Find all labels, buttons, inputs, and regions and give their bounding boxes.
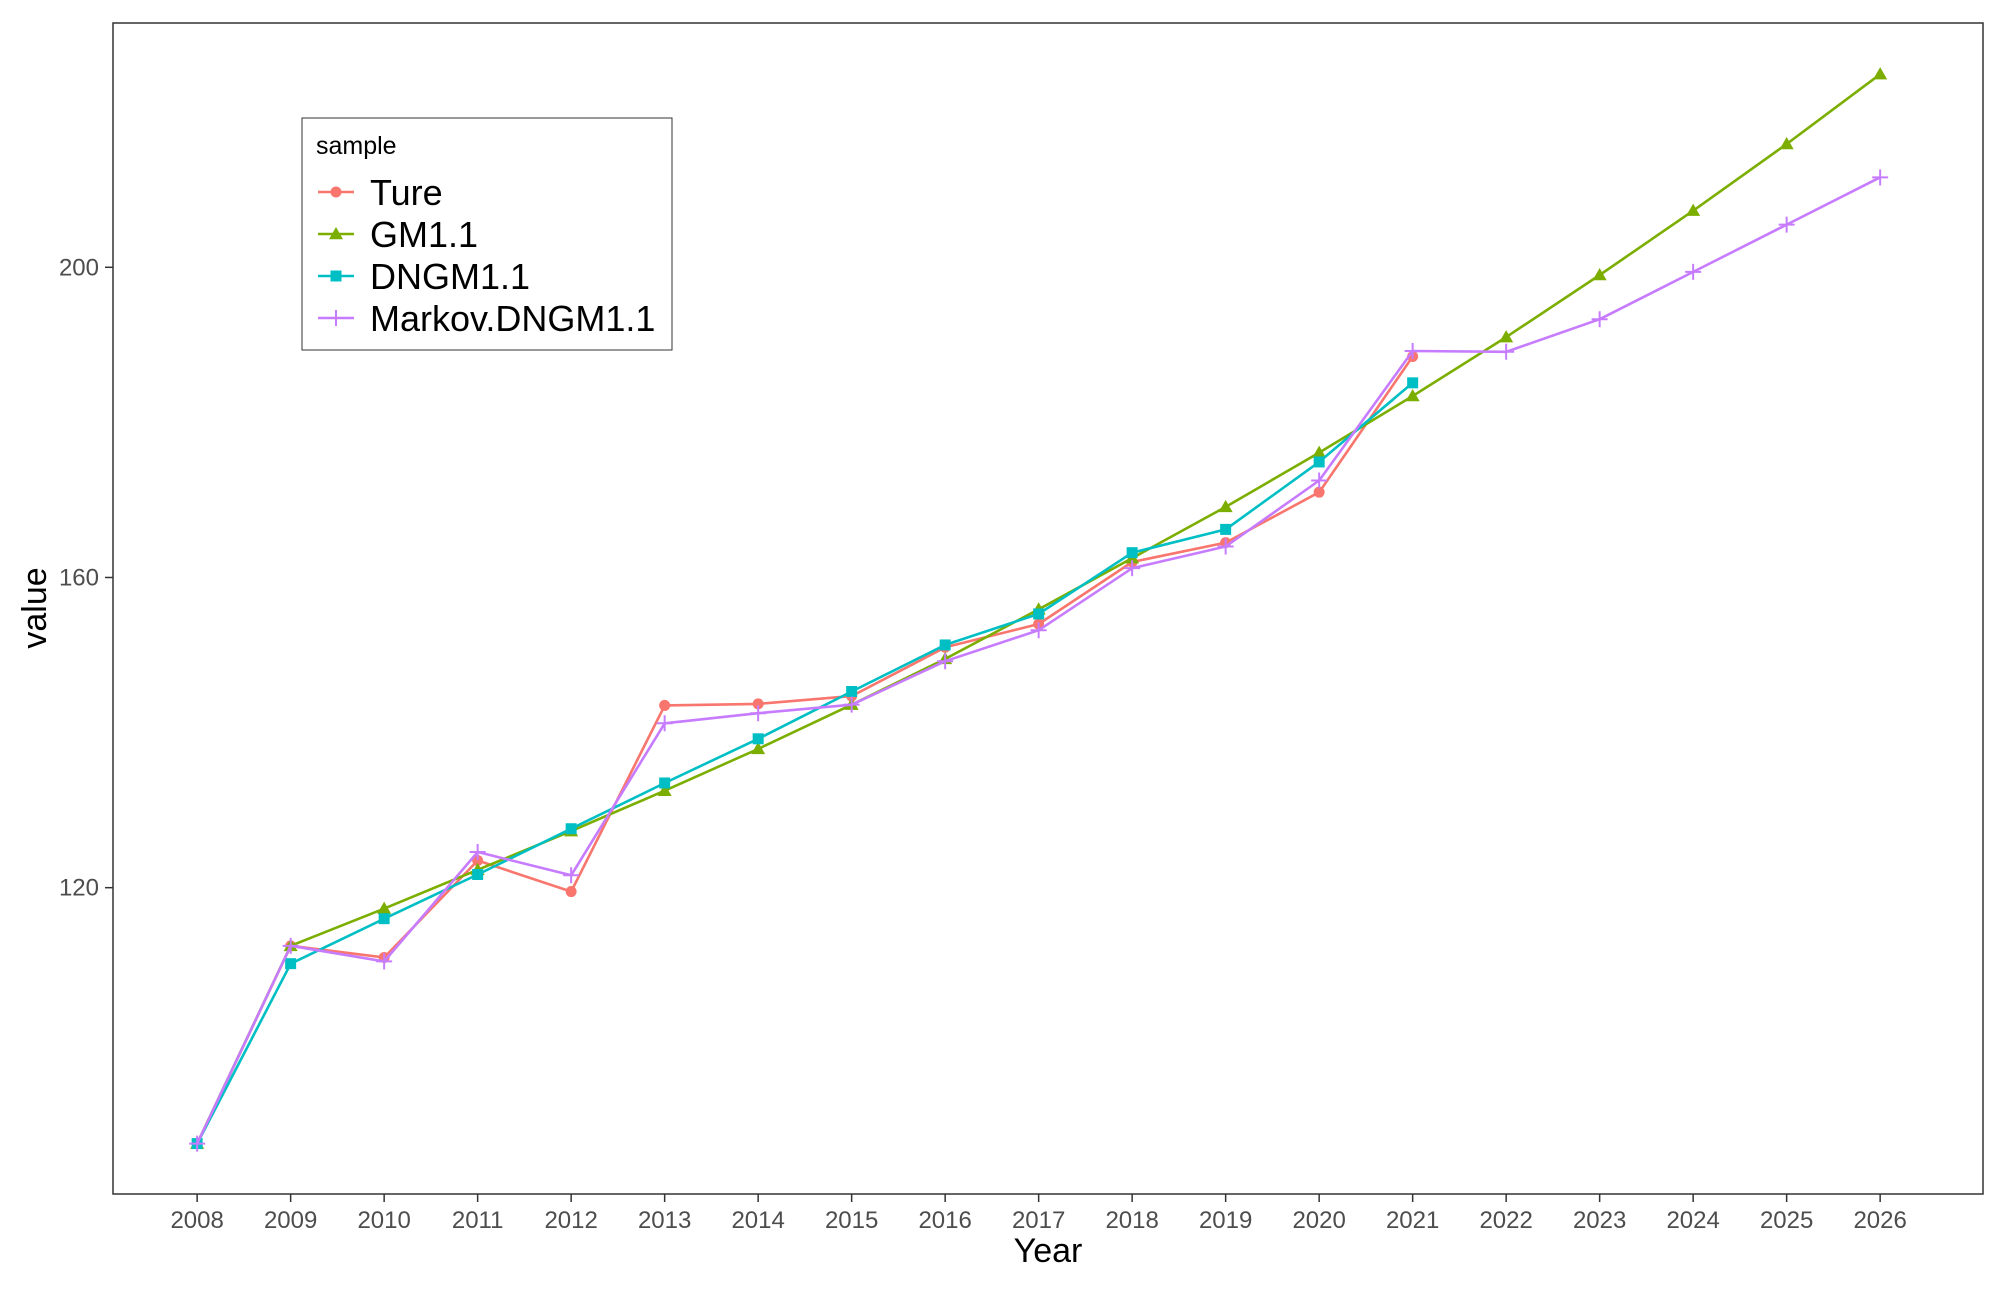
x-tick-label: 2016 [918,1207,971,1234]
data-point [1779,136,1794,150]
x-tick-label: 2021 [1386,1207,1439,1234]
data-point [1405,389,1420,402]
x-tick-label: 2023 [1573,1207,1626,1234]
data-point [846,685,858,697]
data-point [657,783,672,796]
x-tick-label: 2022 [1479,1207,1532,1234]
x-axis: 2008 2009 2010 2011 2012 2013 2014 2015 2016 2017… [170,1194,1907,1234]
x-tick-label: 2024 [1666,1207,1719,1234]
legend-key-marker [328,310,344,326]
y-tick-label: 200 [59,254,99,281]
data-point [377,901,392,914]
legend-item: Ture [318,172,443,213]
x-tick-label: 2017 [1012,1207,1065,1234]
data-point [565,886,577,898]
data-point [843,696,860,713]
x-tick-label: 2025 [1760,1207,1813,1234]
data-point [563,867,580,884]
data-point [1218,499,1233,513]
data-point [1499,330,1514,343]
data-point [1313,486,1325,498]
series-line [196,381,1414,1145]
data-point [189,1135,206,1152]
data-point [656,715,673,732]
legend-label: GM1.1 [370,214,478,255]
data-point [1685,263,1702,280]
data-point [1124,560,1141,577]
y-axis-title: value [16,567,54,648]
x-tick-label: 2013 [638,1207,691,1234]
data-point [659,777,671,789]
data-point [378,913,390,925]
data-point [1033,608,1045,620]
legend-label: Markov.DNGM1.1 [370,298,655,339]
x-tick-label: 2012 [544,1207,597,1234]
data-point [1404,343,1421,360]
x-tick-label: 2014 [731,1207,784,1234]
x-tick-label: 2015 [825,1207,878,1234]
data-point [752,733,764,745]
legend-key-marker [330,270,342,282]
data-point [1311,472,1328,489]
data-point [1313,456,1325,468]
data-point [659,699,671,711]
x-tick-label: 2008 [170,1207,223,1234]
data-point [472,855,484,867]
data-point [1592,268,1607,281]
data-point [1312,445,1327,458]
data-point [282,937,299,954]
x-tick-label: 2019 [1199,1207,1252,1234]
data-point [751,741,766,755]
y-tick-label: 160 [59,564,99,591]
data-point [1220,523,1232,535]
y-tick-label: 120 [59,875,99,902]
legend-item: DNGM1.1 [318,256,530,297]
legend-key-marker [330,186,342,198]
data-point [752,698,764,710]
legend-label: DNGM1.1 [370,256,530,297]
data-point [285,958,297,970]
data-point [1126,547,1138,559]
data-point [1778,216,1795,233]
legend-item: Markov.DNGM1.1 [318,298,655,339]
legend-box [301,117,673,351]
x-tick-label: 2020 [1292,1207,1345,1234]
legend-key-marker [329,227,343,240]
data-point [1407,377,1419,389]
data-point [1591,311,1608,328]
data-point [1030,622,1047,639]
x-tick-label: 2009 [264,1207,317,1234]
data-point [376,953,393,970]
legend-title: sample [316,132,397,160]
data-point [750,705,767,722]
x-tick-label: 2010 [357,1207,410,1234]
data-point [937,653,954,670]
data-point [1686,203,1701,216]
data-point [1872,169,1889,186]
data-point [1873,67,1888,80]
data-point [469,844,486,861]
data-point [939,639,951,651]
data-point [472,868,484,880]
data-point [1498,343,1515,360]
series-layer [189,67,1889,1152]
legend-item: GM1.1 [318,214,478,255]
data-point [565,823,577,835]
y-axis: 120 160 200 [59,254,113,902]
x-tick-label: 2026 [1853,1207,1906,1234]
series-markov-dngm1-1 [189,169,1889,1152]
x-tick-label: 2011 [452,1207,504,1234]
legend-label: Ture [370,172,443,213]
x-tick-label: 2018 [1105,1207,1158,1234]
x-axis-title: Year [1014,1232,1083,1270]
data-point [1217,538,1234,555]
